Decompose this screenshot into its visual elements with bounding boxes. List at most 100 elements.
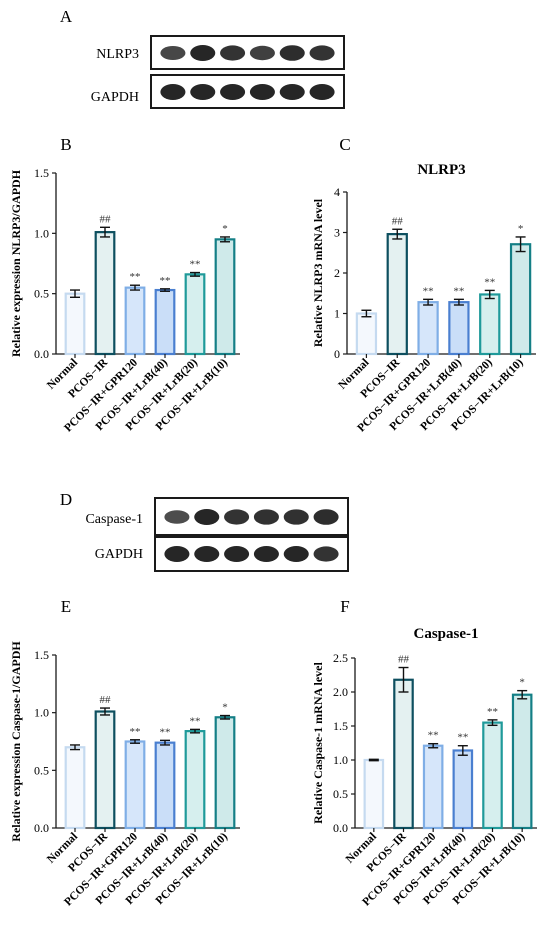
y-axis-label: Relative expression NLRP3/GAPDH bbox=[9, 169, 23, 357]
significance-marker: ** bbox=[487, 706, 498, 718]
significance-marker: ** bbox=[160, 726, 171, 738]
panel-label-e: E bbox=[61, 597, 71, 616]
y-tick-label: 0.5 bbox=[333, 787, 348, 801]
panel-label-a: A bbox=[60, 7, 73, 26]
y-tick-label: 1.5 bbox=[34, 166, 49, 180]
blot-band bbox=[220, 45, 246, 61]
y-tick-label: 2.0 bbox=[333, 685, 348, 699]
y-axis-label: Relative Caspase-1 mRNA level bbox=[311, 662, 325, 824]
blot-band bbox=[279, 84, 305, 100]
y-tick-label: 2.5 bbox=[333, 651, 348, 665]
bar bbox=[64, 292, 86, 356]
blot-band bbox=[164, 546, 190, 562]
blot-a-row-label-nlrp3: NLRP3 bbox=[96, 47, 139, 62]
bar bbox=[386, 233, 408, 356]
y-tick-label: 1.0 bbox=[34, 226, 49, 240]
bar bbox=[184, 273, 206, 356]
bar bbox=[479, 293, 501, 356]
blot-band bbox=[190, 45, 216, 61]
bar bbox=[184, 730, 206, 830]
significance-marker: ## bbox=[392, 215, 404, 227]
bar bbox=[452, 749, 474, 830]
significance-marker: ** bbox=[453, 285, 464, 297]
significance-marker: * bbox=[519, 677, 525, 689]
bar bbox=[417, 301, 439, 356]
blot-band bbox=[283, 546, 309, 562]
bar bbox=[154, 288, 176, 356]
significance-marker: ** bbox=[457, 732, 468, 744]
blot-band bbox=[309, 45, 335, 61]
y-tick-label: 0.0 bbox=[333, 821, 348, 835]
blot-band bbox=[194, 509, 220, 525]
blot-band bbox=[249, 45, 275, 61]
bar bbox=[509, 243, 532, 356]
blot-band bbox=[313, 509, 339, 525]
blot-a-row-label-gapdh: GAPDH bbox=[91, 90, 139, 105]
bar bbox=[94, 231, 116, 356]
chart-f-caspase1-mrna: 0.0 0.5 1.0 1.5 2.0 2.5 Relative Caspase-1 mRN… bbox=[311, 626, 537, 908]
blot-band bbox=[313, 546, 339, 562]
bar bbox=[64, 746, 86, 830]
bar bbox=[154, 741, 176, 830]
blot-d-row-label-gapdh: GAPDH bbox=[95, 547, 143, 562]
chart-title: Caspase-1 bbox=[413, 626, 478, 642]
y-tick-label: 0.0 bbox=[34, 821, 49, 835]
y-tick-label: 1.0 bbox=[333, 753, 348, 767]
y-tick-label: 0.5 bbox=[34, 763, 49, 777]
blot-band bbox=[283, 509, 309, 525]
blot-band bbox=[194, 546, 220, 562]
blot-d-bands-caspase-1 bbox=[164, 509, 339, 525]
significance-marker: ** bbox=[190, 715, 201, 727]
blot-band bbox=[164, 510, 190, 524]
blot-band bbox=[279, 45, 305, 61]
blot-band bbox=[309, 84, 335, 100]
blot-band bbox=[253, 509, 279, 525]
significance-marker: ## bbox=[398, 654, 410, 666]
bar bbox=[363, 758, 385, 830]
blot-band bbox=[220, 84, 246, 100]
blot-a-bands-gapdh bbox=[160, 84, 335, 100]
blot-band bbox=[249, 84, 275, 100]
blot-d-row-label-caspase-1: Caspase-1 bbox=[85, 512, 143, 527]
significance-marker: ** bbox=[130, 271, 141, 283]
y-tick-label: 1.0 bbox=[34, 706, 49, 720]
blot-band bbox=[190, 84, 216, 100]
significance-marker: * bbox=[518, 223, 524, 235]
bar bbox=[214, 238, 236, 356]
y-axis-label: Relative NLRP3 mRNA level bbox=[311, 198, 325, 347]
y-axis-label: Relative expression Caspase-1/GAPDH bbox=[9, 641, 23, 842]
western-blot-a: NLRP3 GAPDH bbox=[91, 35, 345, 109]
panel-label-f: F bbox=[340, 597, 349, 616]
y-tick-label: 0.0 bbox=[34, 347, 49, 361]
y-tick-label: 2 bbox=[334, 266, 340, 280]
blot-band bbox=[253, 546, 279, 562]
y-tick-label: 3 bbox=[334, 226, 340, 240]
blot-a-bands-nlrp3 bbox=[160, 45, 335, 61]
y-tick-label: 1.5 bbox=[34, 648, 49, 662]
bar bbox=[448, 301, 470, 356]
significance-marker: ** bbox=[130, 726, 141, 738]
bar bbox=[124, 286, 146, 356]
blot-band bbox=[224, 546, 250, 562]
chart-e-caspase1-protein: 0.0 0.5 1.0 1.5 Relative expression Caspase-… bbox=[9, 641, 240, 908]
western-blot-d: Caspase-1 GAPDH bbox=[85, 497, 349, 572]
significance-marker: ** bbox=[160, 275, 171, 287]
significance-marker: * bbox=[222, 223, 228, 235]
significance-marker: ** bbox=[190, 259, 201, 271]
bar bbox=[511, 693, 533, 830]
blot-band bbox=[224, 509, 250, 525]
bar bbox=[393, 678, 414, 830]
bar bbox=[124, 740, 146, 830]
significance-marker: ** bbox=[428, 730, 439, 742]
significance-marker: ## bbox=[100, 213, 112, 225]
y-tick-label: 4 bbox=[334, 185, 340, 199]
bar bbox=[214, 716, 236, 830]
significance-marker: * bbox=[222, 702, 228, 714]
y-tick-label: 0.5 bbox=[34, 287, 49, 301]
panel-label-b: B bbox=[60, 135, 71, 154]
y-tick-label: 0 bbox=[334, 347, 340, 361]
significance-marker: ** bbox=[423, 285, 434, 297]
bar bbox=[94, 710, 116, 830]
